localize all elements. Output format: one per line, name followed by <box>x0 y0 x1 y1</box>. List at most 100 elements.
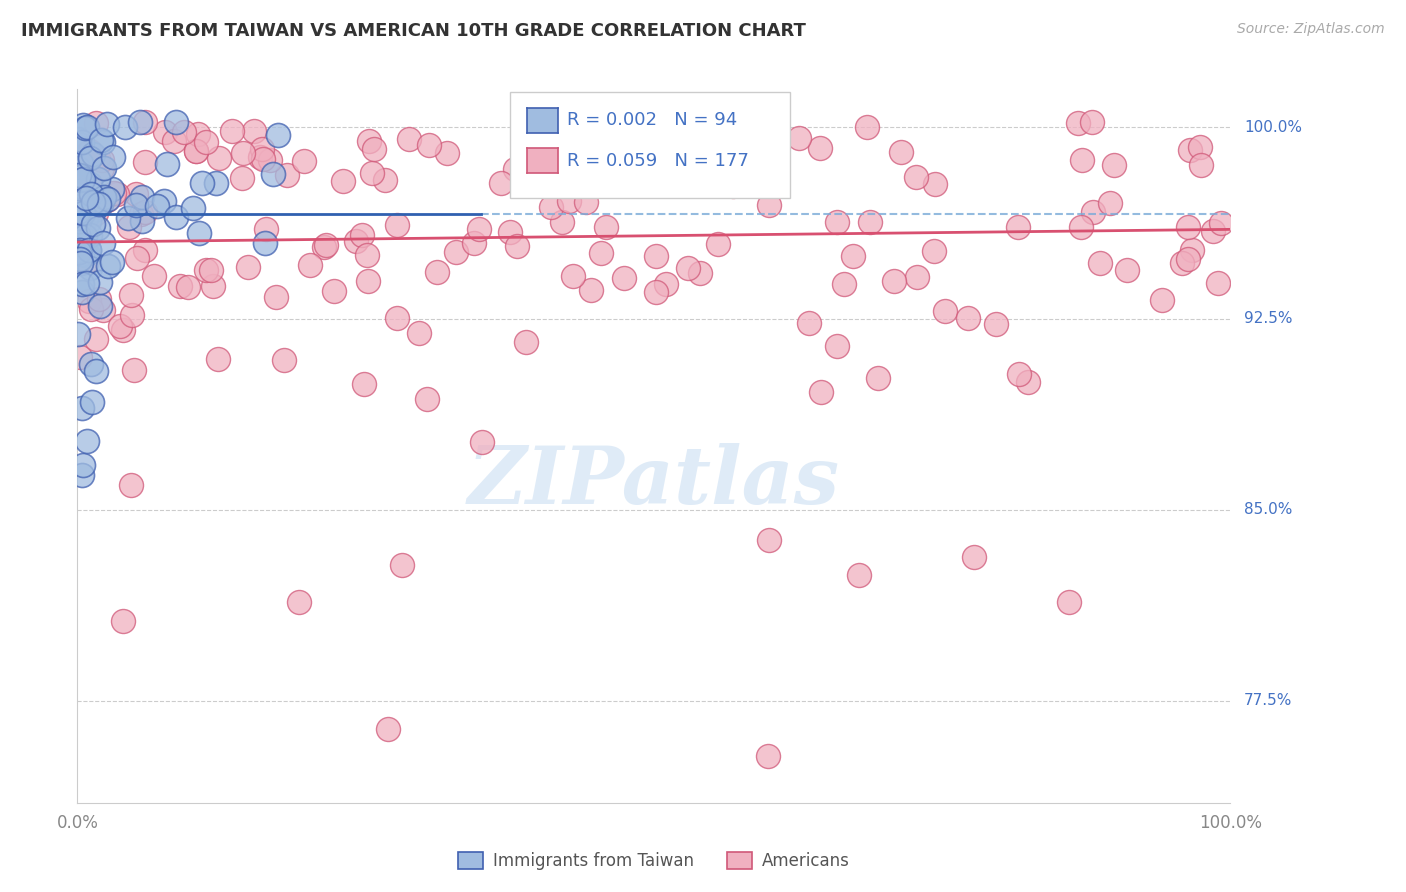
Point <box>82 194 104 209</box>
Point <box>232 146 254 161</box>
Point <box>623 129 645 144</box>
Point <box>252 152 274 166</box>
Point <box>208 151 231 165</box>
Point <box>1081 204 1104 219</box>
Point <box>253 235 276 250</box>
Point <box>377 722 399 736</box>
Point <box>163 134 186 148</box>
Point <box>90 153 112 168</box>
Point <box>124 187 146 202</box>
Point <box>80 302 103 317</box>
Point <box>298 258 321 272</box>
Point <box>259 153 281 167</box>
Point <box>288 595 311 609</box>
Point <box>463 236 485 251</box>
Point <box>1209 216 1232 230</box>
Point <box>731 162 754 177</box>
Point <box>91 193 114 207</box>
Point <box>924 177 946 191</box>
Point <box>82 394 104 409</box>
Point <box>79 244 101 258</box>
Point <box>73 120 96 135</box>
Point <box>1007 220 1029 235</box>
Point <box>352 227 374 242</box>
Text: Source: ZipAtlas.com: Source: ZipAtlas.com <box>1237 22 1385 37</box>
Point <box>436 146 458 161</box>
Point <box>84 206 107 220</box>
Point <box>79 152 101 166</box>
Point <box>1189 158 1212 172</box>
Point <box>312 240 335 254</box>
Point <box>72 172 94 186</box>
Point <box>80 197 103 211</box>
Point <box>72 458 94 472</box>
Point <box>385 311 408 326</box>
Point <box>866 371 889 385</box>
Point <box>292 154 315 169</box>
Point <box>79 261 101 276</box>
Point <box>374 173 396 187</box>
Point <box>276 168 298 182</box>
Point <box>467 221 489 235</box>
Point <box>963 549 986 564</box>
Point <box>105 186 128 201</box>
Point <box>1102 158 1125 172</box>
Point <box>90 161 112 176</box>
Point <box>91 235 114 250</box>
Point <box>66 211 89 225</box>
Point <box>72 468 94 483</box>
Point <box>93 190 115 204</box>
Point <box>1071 153 1094 168</box>
Point <box>73 228 96 243</box>
Point <box>721 178 744 193</box>
Point <box>87 172 110 186</box>
Point <box>904 169 927 184</box>
Point <box>827 215 849 229</box>
Point <box>111 614 134 628</box>
Point <box>181 201 204 215</box>
Point <box>131 213 153 227</box>
Point <box>848 567 870 582</box>
Point <box>79 177 101 191</box>
Point <box>758 533 780 547</box>
Point <box>134 205 156 219</box>
Point <box>69 256 91 270</box>
Point <box>363 141 385 155</box>
Point <box>249 150 271 164</box>
Point <box>1067 116 1090 130</box>
Point <box>408 326 430 340</box>
Point <box>69 223 91 237</box>
Point <box>315 237 337 252</box>
Point <box>1090 256 1112 270</box>
Point <box>165 115 187 129</box>
Point <box>93 161 115 175</box>
Point <box>134 244 156 258</box>
Point <box>426 265 449 279</box>
Point <box>76 277 98 291</box>
Point <box>84 364 107 378</box>
Point <box>613 270 636 285</box>
Point <box>905 269 928 284</box>
Point <box>391 558 413 572</box>
Point <box>97 192 120 206</box>
Point <box>134 154 156 169</box>
Point <box>491 177 513 191</box>
Point <box>72 191 94 205</box>
Point <box>173 125 195 139</box>
Point <box>471 435 494 450</box>
Point <box>1177 219 1199 234</box>
Text: 100.0%: 100.0% <box>1244 120 1302 135</box>
Point <box>724 146 747 161</box>
Point <box>859 215 882 229</box>
Point <box>82 147 104 161</box>
Point <box>169 278 191 293</box>
Point <box>657 161 679 175</box>
Point <box>1178 143 1201 157</box>
Point <box>1008 367 1031 381</box>
Point <box>515 335 537 350</box>
Point <box>332 174 354 188</box>
Point <box>101 255 124 269</box>
Point <box>1206 276 1229 290</box>
Point <box>1202 224 1225 238</box>
Point <box>398 132 420 146</box>
